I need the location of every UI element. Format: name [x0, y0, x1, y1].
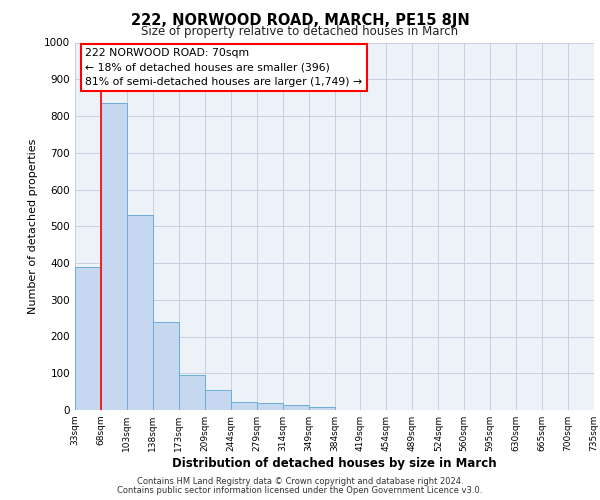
Bar [283, 405, 308, 410]
Bar [231, 402, 257, 410]
Text: Contains HM Land Registry data © Crown copyright and database right 2024.: Contains HM Land Registry data © Crown c… [137, 478, 463, 486]
Bar [257, 404, 283, 410]
Bar [205, 390, 230, 410]
Bar [308, 407, 335, 410]
Text: Contains public sector information licensed under the Open Government Licence v3: Contains public sector information licen… [118, 486, 482, 495]
Text: 222, NORWOOD ROAD, MARCH, PE15 8JN: 222, NORWOOD ROAD, MARCH, PE15 8JN [131, 12, 469, 28]
Text: 222 NORWOOD ROAD: 70sqm
← 18% of detached houses are smaller (396)
81% of semi-d: 222 NORWOOD ROAD: 70sqm ← 18% of detache… [85, 48, 362, 87]
Text: Size of property relative to detached houses in March: Size of property relative to detached ho… [142, 25, 458, 38]
Bar [75, 266, 101, 410]
Bar [153, 322, 179, 410]
Bar [127, 215, 153, 410]
Y-axis label: Number of detached properties: Number of detached properties [28, 138, 38, 314]
Bar [179, 375, 205, 410]
X-axis label: Distribution of detached houses by size in March: Distribution of detached houses by size … [172, 457, 497, 470]
Bar [101, 103, 127, 410]
